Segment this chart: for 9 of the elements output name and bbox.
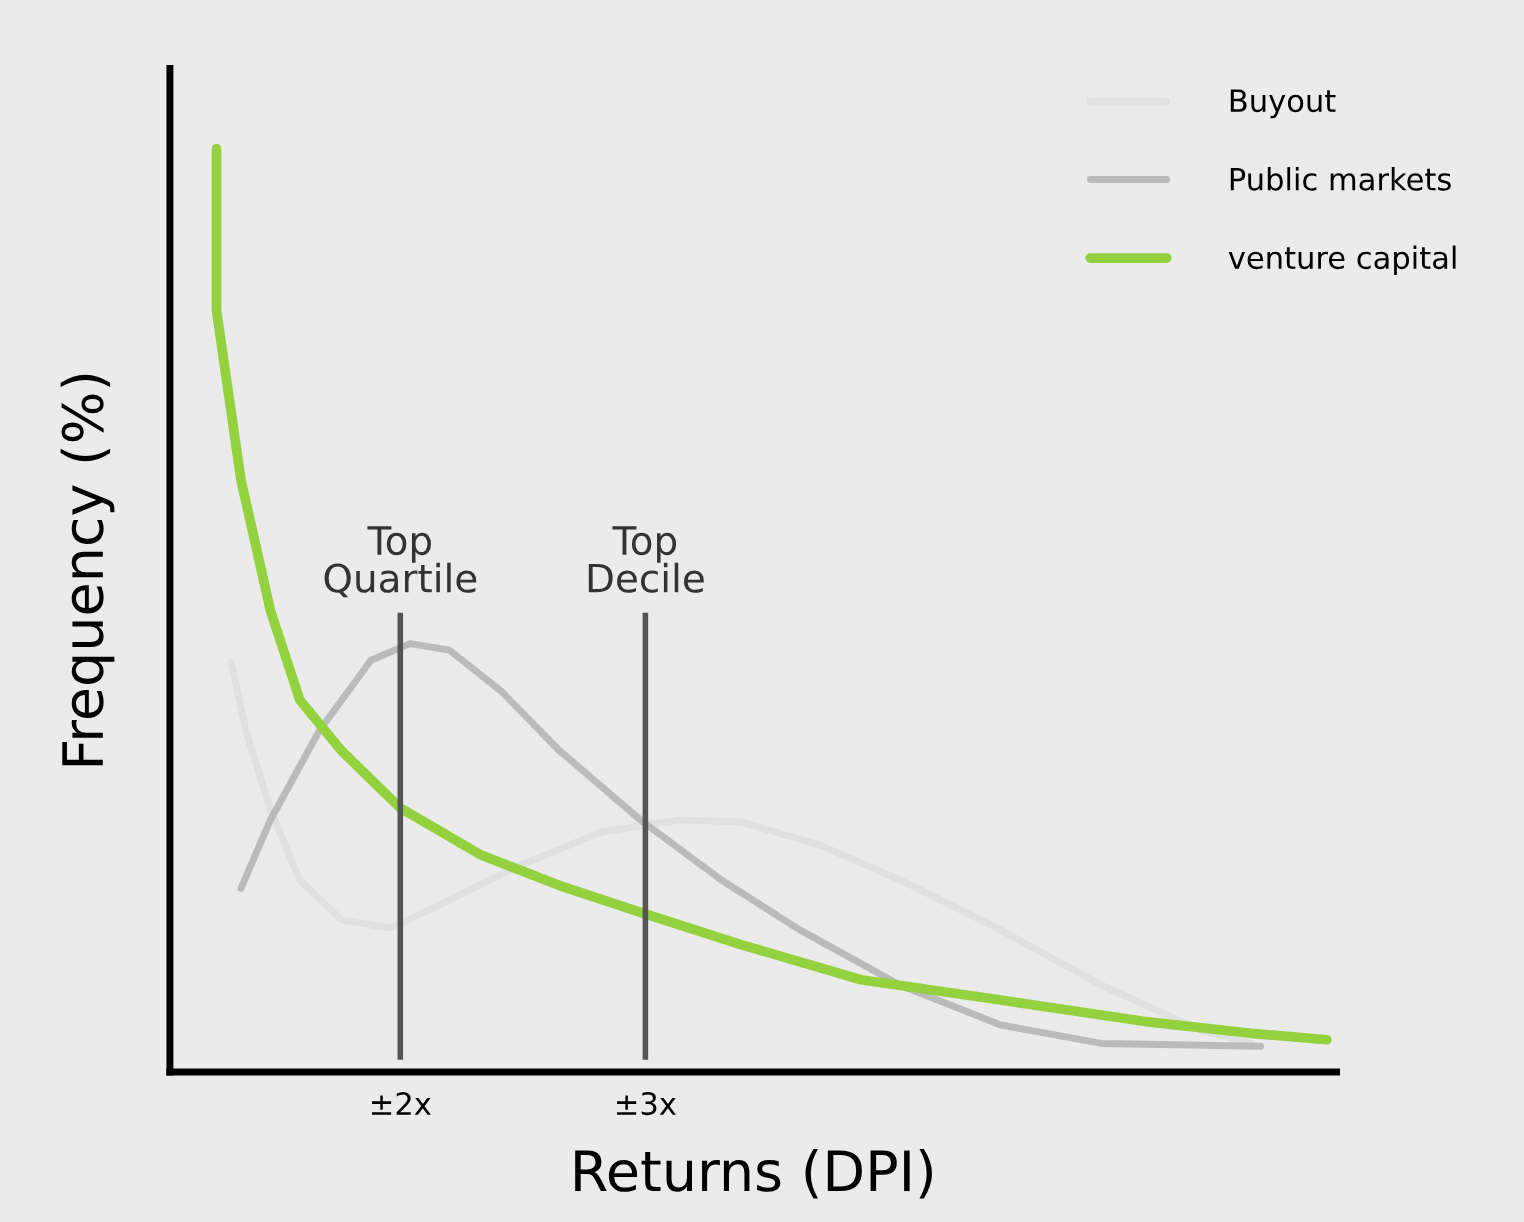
y-axis-title: Frequency (%) <box>60 374 115 766</box>
legend-label: Buyout <box>1230 89 1336 119</box>
ref-line-label: Top Quartile <box>324 526 477 598</box>
x-tick-label: ±2x <box>371 1092 431 1115</box>
x-axis-title: Returns (DPI) <box>575 1148 932 1199</box>
x-tick-label: ±3x <box>617 1092 676 1116</box>
legend-label: venture capital <box>1228 245 1456 276</box>
ref-line-label: Top Decile <box>588 526 704 593</box>
legend-label: Public markets <box>1230 167 1451 191</box>
